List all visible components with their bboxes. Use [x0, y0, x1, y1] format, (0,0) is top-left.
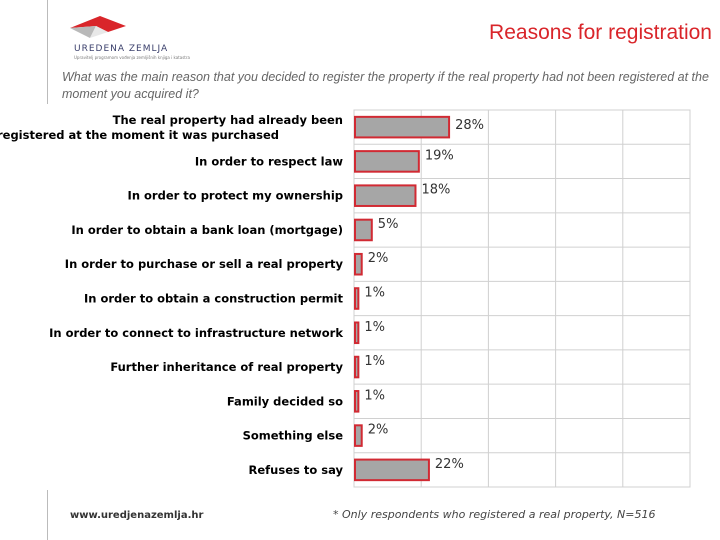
- footer-url[interactable]: www.uredjenazemlja.hr: [70, 510, 204, 521]
- survey-question: What was the main reason that you decide…: [62, 70, 709, 101]
- slide-title: Reasons for registration: [489, 21, 712, 44]
- value-label-7: 1%: [364, 354, 385, 369]
- value-label-4: 2%: [368, 251, 389, 266]
- bar-5: [354, 287, 360, 310]
- value-label-9: 2%: [368, 423, 389, 438]
- bar-6: [354, 321, 360, 345]
- bar-3: [354, 218, 373, 242]
- left-rule-bottom: [47, 490, 48, 540]
- category-label-7: Further inheritance of real property: [110, 360, 343, 374]
- logo-name: UREDENA ZEMLJA: [74, 44, 169, 54]
- value-label-8: 1%: [364, 388, 385, 403]
- footer-note: * Only respondents who registered a real…: [333, 508, 656, 521]
- bar-10: [354, 458, 430, 482]
- uredena-zemlja-logo: [70, 16, 126, 38]
- category-label-3: In order to obtain a bank loan (mortgage…: [71, 223, 343, 237]
- value-label-1: 19%: [425, 148, 454, 163]
- bar-8: [354, 390, 360, 413]
- value-label-0: 28%: [455, 118, 484, 133]
- left-rule-top: [47, 0, 48, 104]
- bar-7: [354, 355, 360, 379]
- value-label-3: 5%: [378, 217, 399, 232]
- category-label-4: In order to purchase or sell a real prop…: [65, 257, 344, 271]
- value-label-2: 18%: [421, 183, 450, 198]
- bar-4: [354, 252, 363, 276]
- category-label-10: Refuses to say: [249, 463, 344, 477]
- value-label-5: 1%: [364, 286, 385, 301]
- bar-2: [354, 184, 417, 207]
- category-label-8: Family decided so: [227, 394, 343, 408]
- bar-1: [354, 150, 420, 173]
- category-label-9: Something else: [243, 429, 344, 443]
- logo-subtitle: Upravitelj programom vođenja zemljišnih …: [74, 55, 190, 60]
- category-label-5: In order to obtain a construction permit: [84, 292, 344, 306]
- bar-0: [354, 115, 451, 139]
- value-label-10: 22%: [435, 457, 464, 472]
- category-label-1: In order to respect law: [195, 154, 344, 168]
- bar-9: [354, 424, 363, 447]
- category-label-2: In order to protect my ownership: [128, 189, 343, 203]
- category-label-0: The real property had already been regist…: [0, 113, 343, 142]
- value-label-6: 1%: [364, 320, 385, 335]
- category-label-6: In order to connect to infrastructure ne…: [49, 326, 343, 340]
